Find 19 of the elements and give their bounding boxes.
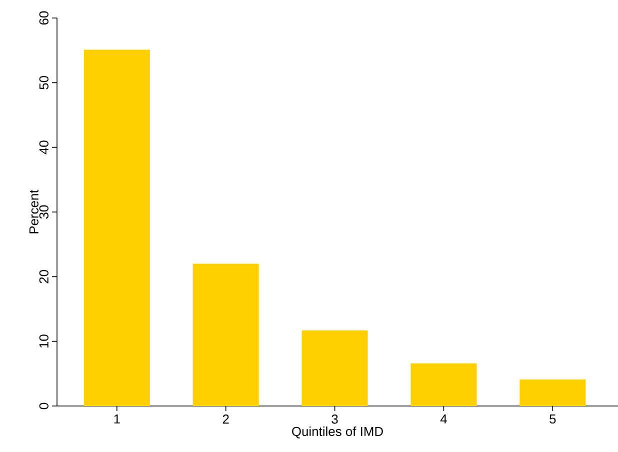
y-tick-label: 30 [39, 205, 48, 219]
x-tick-label: 3 [332, 414, 338, 424]
x-tick-label: 1 [114, 414, 120, 424]
y-tick-label: 20 [39, 270, 48, 284]
y-tick-label: 40 [39, 140, 48, 154]
bar [410, 363, 477, 406]
x-axis-title: Quintiles of IMD [292, 426, 383, 438]
bar [520, 379, 586, 406]
y-tick-label: 10 [39, 334, 48, 348]
y-tick-label: 60 [39, 11, 48, 25]
bar [302, 330, 368, 406]
y-tick-label: 0 [39, 402, 48, 410]
x-tick-label: 2 [222, 414, 229, 424]
bar [84, 50, 150, 406]
y-axis-title: Percent [29, 190, 38, 234]
bar [192, 264, 259, 406]
x-tick-label: 5 [550, 414, 556, 424]
y-tick-label: 50 [39, 76, 48, 90]
x-tick-label: 4 [440, 414, 447, 424]
